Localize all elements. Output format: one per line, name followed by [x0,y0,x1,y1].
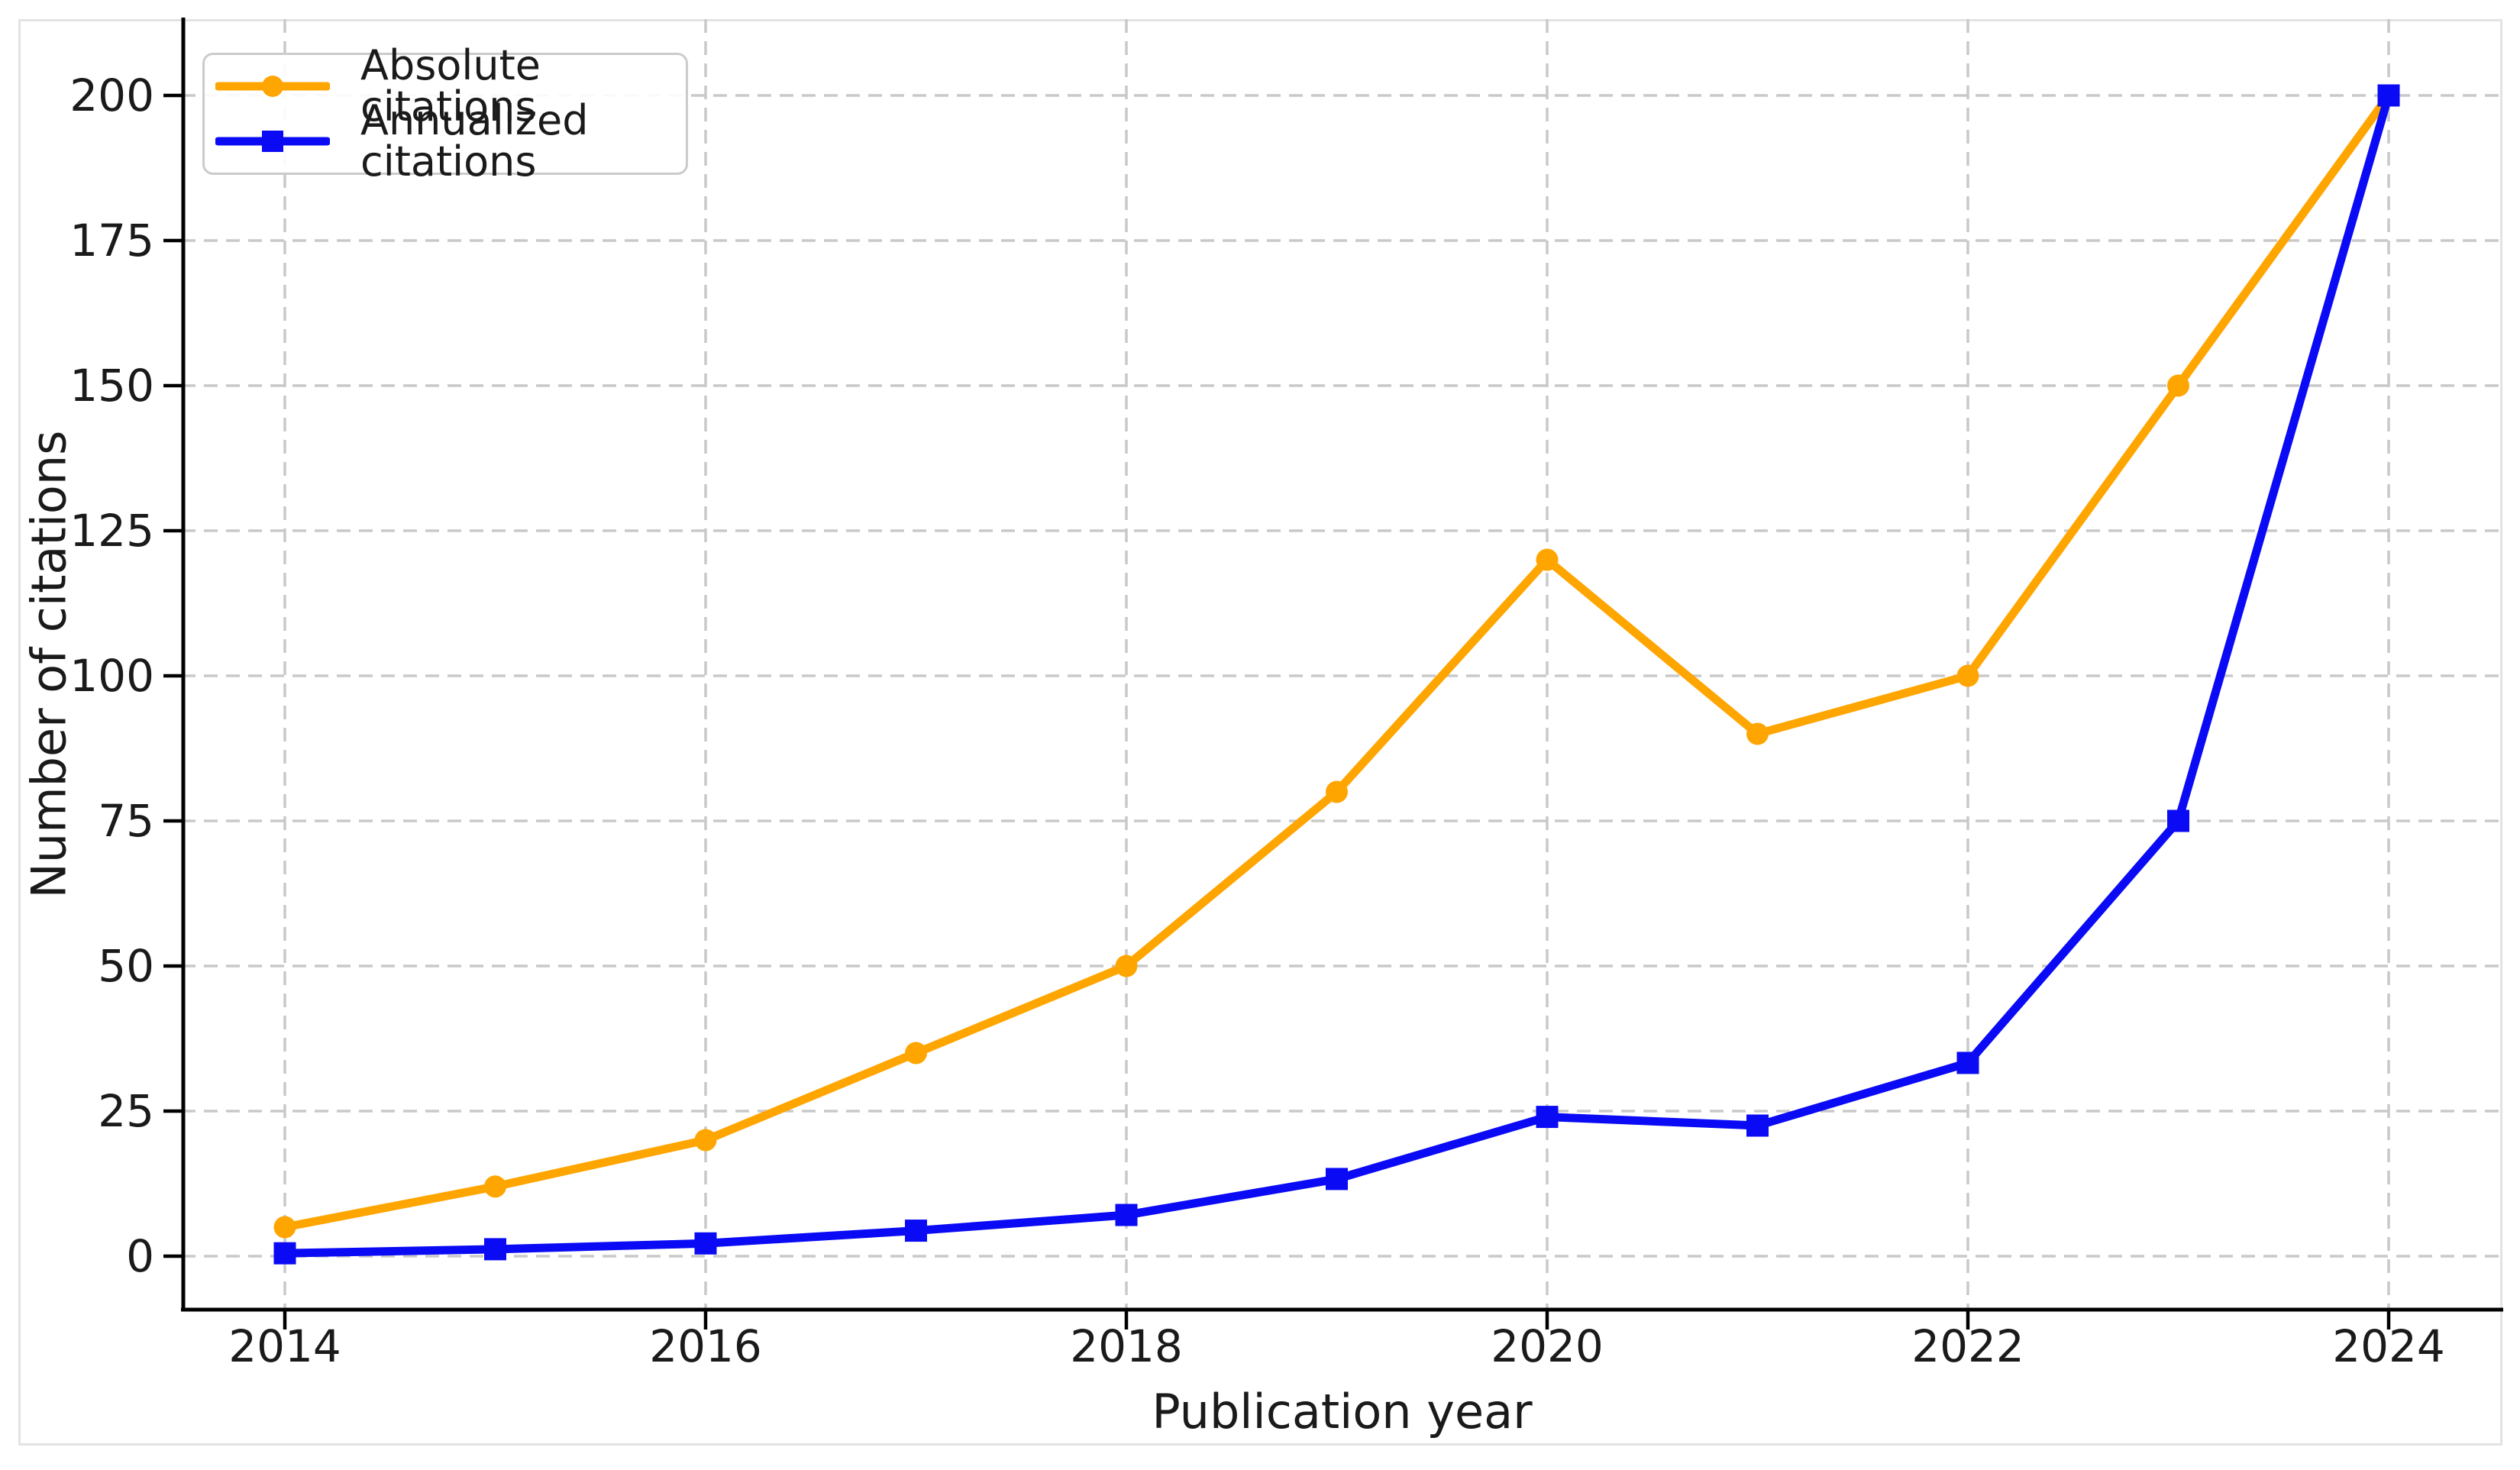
square-marker-icon [262,131,283,152]
data-point-marker [1326,1168,1348,1191]
data-point-marker [905,1220,927,1242]
legend-item-absolute-citations: Absolute citations [215,45,675,128]
data-series [273,84,2400,1265]
circle-marker-icon [262,76,283,97]
x-tick-label: 2014 [228,1320,341,1372]
annualized-citations-line [280,91,2393,1258]
data-point-marker [2167,809,2189,832]
data-point-marker [1115,955,1138,977]
data-point-marker [273,1216,296,1239]
data-point-marker [1536,548,1559,571]
data-point-marker [2167,374,2189,397]
x-tick-label: 2022 [1911,1320,2024,1372]
data-point-marker [694,1232,717,1255]
data-point-marker [1536,1106,1559,1129]
y-tick-label: 25 [98,1085,154,1137]
y-tick-label: 125 [69,505,154,557]
data-point-marker [1326,780,1348,803]
data-point-marker [1746,1114,1769,1137]
data-point-marker [273,1242,296,1265]
axes-spines-and-ticks [163,18,2503,1329]
data-point-marker [2377,84,2400,107]
absolute-citations-line [280,91,2393,1232]
data-point-marker [905,1042,927,1065]
y-tick-label: 0 [126,1230,154,1282]
x-tick-label: 2024 [2332,1320,2445,1372]
y-tick-label: 150 [69,360,154,412]
legend: Absolute citations Annualized citations [202,45,688,183]
data-point-marker [1115,1203,1138,1226]
legend-item-annualized-citations: Annualized citations [215,100,675,183]
y-tick-label: 75 [98,795,154,847]
x-tick-label: 2016 [649,1320,762,1372]
tick-labels: 2014 2016 2018 2020 2022 2024 0 25 50 75 100 125 150… [69,69,2445,1372]
series-absolute-citations [273,84,2400,1239]
grid-lines [182,19,2502,1310]
absolute-citations-line-sample-icon [215,76,330,97]
y-tick-label: 50 [98,940,154,992]
y-tick-label: 100 [69,650,154,702]
legend-label: Annualized citations [360,96,589,186]
y-axis-title: Number of citations [21,430,77,899]
data-point-marker [1956,1052,1979,1074]
y-tick-label: 200 [69,69,154,121]
y-tick-label: 175 [69,215,154,267]
data-point-marker [694,1129,717,1152]
data-point-marker [1956,664,1979,687]
data-point-marker [1746,722,1769,745]
data-point-marker [484,1238,506,1261]
data-point-marker [484,1175,506,1198]
x-tick-label: 2020 [1491,1320,1604,1372]
legend-label: Absolute citations [360,41,541,131]
figure-border [18,19,2502,1446]
x-axis-title: Publication year [1152,1384,1533,1439]
annualized-citations-line-sample-icon [215,131,330,152]
x-tick-label: 2018 [1070,1320,1183,1372]
series-annualized-citations [273,84,2400,1265]
